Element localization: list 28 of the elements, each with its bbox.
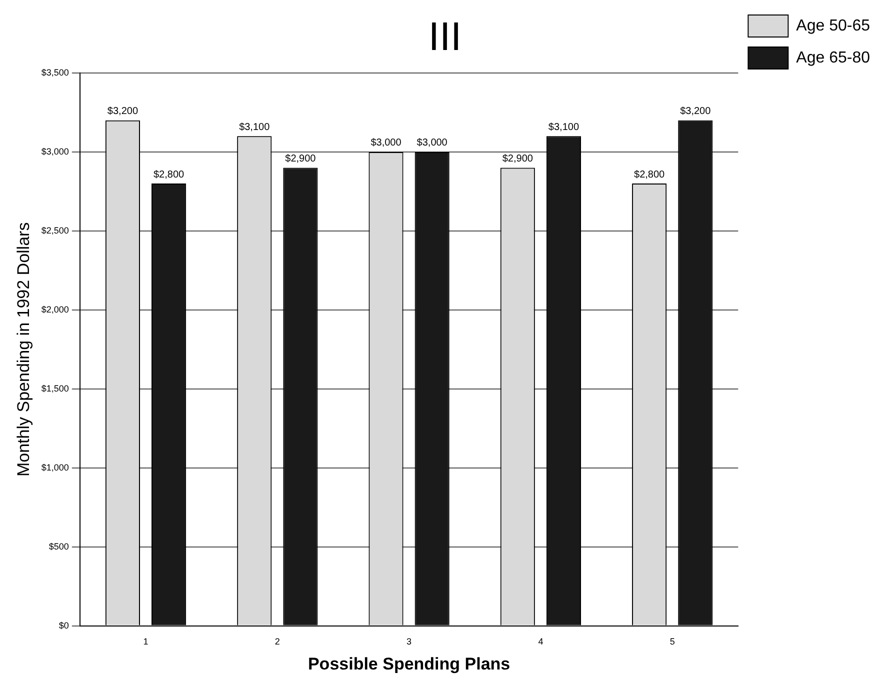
x-axis-title: Possible Spending Plans <box>308 654 510 674</box>
data-label: $3,000 <box>370 138 402 149</box>
data-label: $3,100 <box>548 122 580 133</box>
data-label: $3,000 <box>416 138 448 149</box>
y-tick-label: $0 <box>58 620 69 630</box>
data-label: $3,200 <box>107 106 138 118</box>
x-tick-label: 1 <box>143 636 148 647</box>
data-label: $3,200 <box>680 106 712 118</box>
x-tick-label: 5 <box>670 636 675 647</box>
legend-label: Age 50-65 <box>796 17 870 34</box>
y-tick-label: $3,500 <box>41 67 69 78</box>
y-axis-title: Monthly Spending in 1992 Dollars <box>14 222 33 477</box>
y-tick-label: $1,500 <box>41 383 69 394</box>
data-label: $2,800 <box>634 169 666 180</box>
x-tick-label: 2 <box>274 636 280 647</box>
y-tick-label: $3,000 <box>41 146 69 156</box>
chart-title: III <box>428 15 462 60</box>
y-tick-label: $2,500 <box>41 225 69 236</box>
data-label: $2,900 <box>502 154 534 165</box>
data-label: $3,100 <box>239 122 270 133</box>
legend-label: Age 65-80 <box>796 49 870 66</box>
data-label: $2,900 <box>285 154 316 165</box>
y-tick-label: $1,000 <box>41 462 69 472</box>
data-label: $2,800 <box>153 169 185 180</box>
x-tick-label: 4 <box>538 636 544 647</box>
y-tick-label: $2,000 <box>41 304 69 314</box>
x-tick-label: 3 <box>406 636 412 647</box>
y-tick-label: $500 <box>48 541 69 552</box>
